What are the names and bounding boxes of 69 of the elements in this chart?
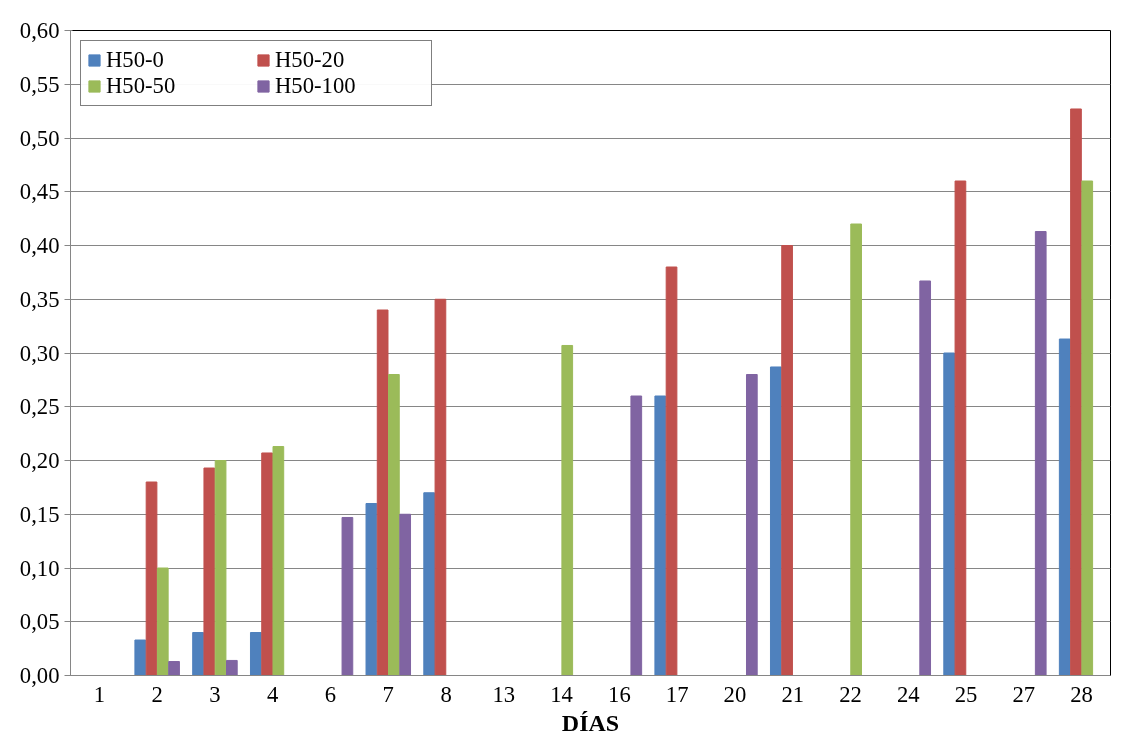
x-tick-label: 16 <box>608 681 631 707</box>
bar <box>399 513 412 676</box>
bar <box>654 395 667 676</box>
x-tick-label: 20 <box>723 681 747 707</box>
y-tick-label: 0,10 <box>19 555 60 581</box>
x-tick-label: 22 <box>839 681 862 707</box>
bar <box>272 446 285 676</box>
bar <box>203 467 216 676</box>
legend-label: H50-0 <box>106 47 165 73</box>
bar <box>249 632 262 676</box>
x-axis-title: DÍAS <box>561 709 620 736</box>
y-tick-label: 0,20 <box>19 448 60 473</box>
x-tick-label: 7 <box>382 681 394 707</box>
x-tick-label: 2 <box>151 681 163 707</box>
bar <box>134 639 147 676</box>
x-tick-label: 14 <box>550 681 573 707</box>
bar <box>423 492 436 676</box>
bar <box>919 280 932 676</box>
bar <box>769 366 782 676</box>
bar <box>1034 231 1047 676</box>
x-tick-label: 4 <box>267 681 279 707</box>
x-tick-label: 27 <box>1012 681 1036 707</box>
legend-label: H50-20 <box>275 47 346 73</box>
legend-label: H50-50 <box>106 73 177 99</box>
bar <box>665 266 678 676</box>
x-tick-label: 25 <box>954 681 978 707</box>
bar <box>954 180 967 676</box>
bar <box>943 352 956 676</box>
bar <box>434 298 447 676</box>
x-tick-label: 3 <box>209 681 221 707</box>
y-tick-label: 0,00 <box>19 663 60 688</box>
bar <box>376 309 389 676</box>
y-tick-label: 0,25 <box>19 394 60 420</box>
x-tick-label: 24 <box>896 681 920 707</box>
bar <box>1081 180 1094 676</box>
x-tick-label: 8 <box>440 681 452 707</box>
y-tick-label: 0,60 <box>19 18 60 43</box>
x-tick-label: 6 <box>324 681 337 707</box>
bar <box>745 374 758 676</box>
y-tick-label: 0,40 <box>19 233 60 258</box>
y-tick-label: 0,50 <box>19 125 60 151</box>
x-tick-label: 17 <box>665 681 689 707</box>
y-tick-label: 0,15 <box>19 501 60 527</box>
x-tick-label: 1 <box>93 681 106 707</box>
x-tick-label: 28 <box>1070 681 1093 707</box>
legend-label: H50-100 <box>275 73 357 99</box>
bar <box>192 632 204 676</box>
bar <box>388 374 400 676</box>
bar <box>1058 338 1071 676</box>
bar <box>261 452 273 676</box>
bar <box>781 245 793 676</box>
y-tick-label: 0,45 <box>19 179 60 205</box>
bar <box>850 223 862 676</box>
bar <box>156 567 169 676</box>
bar <box>225 659 238 676</box>
bar <box>341 516 354 676</box>
y-tick-label: 0,35 <box>19 286 60 312</box>
y-tick-label: 0,55 <box>19 71 60 97</box>
bar <box>630 395 643 676</box>
bar <box>214 460 227 676</box>
bar <box>365 503 378 676</box>
bar <box>168 661 180 676</box>
y-tick-label: 0,05 <box>19 609 60 635</box>
x-tick-label: 21 <box>781 681 805 707</box>
bar <box>145 481 158 676</box>
y-tick-label: 0,30 <box>19 340 60 366</box>
bar <box>561 344 574 676</box>
bar <box>1070 108 1082 676</box>
x-tick-label: 13 <box>492 681 516 707</box>
